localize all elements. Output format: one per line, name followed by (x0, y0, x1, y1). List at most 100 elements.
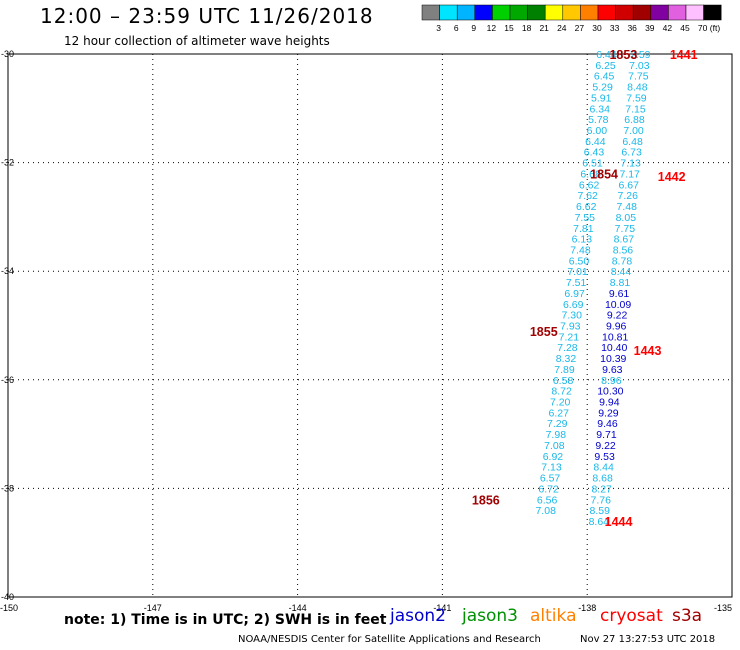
wave-height-label: 8.68 (592, 473, 613, 485)
y-tick-label: -40 (1, 592, 14, 602)
pass-time-label: 1853 (609, 48, 637, 62)
wave-height-label: 6.58 (553, 375, 574, 387)
footnote: note: 1) Time is in UTC; 2) SWH is in fe… (64, 612, 387, 628)
color-scale-label: 36 (627, 23, 637, 33)
color-scale-label: 18 (522, 23, 532, 33)
wave-height-label: 8.67 (614, 234, 635, 246)
wave-height-label: 9.61 (609, 288, 630, 300)
wave-height-label: 6.50 (569, 255, 590, 267)
wave-height-label: 9.46 (597, 418, 618, 430)
color-scale-swatch (562, 4, 581, 21)
wave-height-label: 7.03 (629, 60, 650, 72)
wave-height-label: 7.28 (557, 342, 578, 354)
wave-height-label: 8.81 (610, 277, 631, 289)
wave-height-label: 6.25 (595, 60, 616, 72)
wave-height-label: 7.62 (577, 190, 598, 202)
wave-height-label: 8.78 (612, 255, 633, 267)
legend-jason3: jason3 (462, 606, 518, 626)
wave-height-label: 6.00 (587, 125, 608, 137)
color-scale-label: 30 (592, 23, 602, 33)
x-tick-label: -141 (433, 603, 451, 613)
color-scale-swatch (615, 4, 634, 21)
color-scale-label: 12 (487, 23, 497, 33)
wave-height-label: 7.08 (544, 440, 565, 452)
wave-height-label: 5.29 (592, 82, 613, 94)
color-scale-swatch (456, 4, 476, 21)
legend-altika: altika (530, 606, 577, 626)
wave-height-label: 6.88 (624, 114, 645, 126)
chart-title: 12:00 – 23:59 UTC 11/26/2018 (40, 4, 374, 28)
color-scale-label: 39 (645, 23, 655, 33)
y-tick-label: -34 (1, 266, 14, 276)
color-scale-swatch (509, 4, 528, 21)
wave-height-label: 6.13 (572, 234, 593, 246)
color-scale-label: 3 (436, 23, 441, 33)
wave-height-label: 6.97 (564, 288, 585, 300)
y-tick-label: -36 (1, 375, 14, 385)
wave-height-label: 6.45 (594, 71, 615, 83)
wave-height-label: 7.29 (547, 418, 568, 430)
x-tick-label: -150 (0, 603, 18, 613)
wave-height-label: 8.59 (590, 505, 611, 517)
wave-height-label: 7.17 (619, 168, 640, 180)
wave-height-label: 7.20 (550, 397, 571, 409)
wave-height-label: 6.44 (585, 136, 606, 148)
legend-cryosat: cryosat (600, 606, 663, 626)
wave-height-label: 8.64 (589, 516, 610, 528)
wave-height-label: 8.44 (593, 462, 614, 474)
wave-height-label: 6.34 (590, 103, 611, 115)
y-tick-label: -38 (1, 483, 14, 493)
wave-height-label: 7.21 (559, 331, 580, 343)
legend-s3a: s3a (672, 606, 703, 626)
wave-height-label: 10.09 (605, 299, 631, 311)
color-scale-swatch (597, 4, 616, 21)
color-scale-swatch (685, 4, 704, 21)
wave-height-label: 6.69 (563, 299, 584, 311)
wave-height-label: 8.05 (616, 212, 637, 224)
timestamp-text: Nov 27 13:27:53 UTC 2018 (580, 634, 716, 645)
color-scale-swatch (421, 4, 440, 21)
wave-height-label: 7.55 (575, 212, 596, 224)
color-scale-swatch (544, 4, 564, 21)
wave-height-label: 6.44 (596, 49, 617, 61)
wave-height-label: 9.63 (602, 364, 623, 376)
wave-height-label: 8.32 (556, 353, 577, 365)
wave-height-label: 5.78 (588, 114, 609, 126)
wave-height-label: 9.71 (596, 429, 617, 441)
wave-height-label: 7.13 (541, 462, 562, 474)
wave-height-label: 8.56 (613, 244, 634, 256)
wave-height-label: 10.40 (601, 342, 627, 354)
wave-height-label: 7.89 (554, 364, 575, 376)
color-scale-label: 27 (575, 23, 585, 33)
wave-height-label: 7.08 (535, 505, 556, 517)
wave-height-label: 8.96 (601, 375, 622, 387)
plot-frame (7, 53, 733, 598)
wave-height-label: 6.92 (543, 451, 564, 463)
wave-height-label: 7.76 (590, 494, 611, 506)
color-scale-swatch (439, 4, 458, 21)
pass-time-label: 1444 (605, 515, 633, 529)
color-scale-swatch (474, 4, 493, 21)
wave-height-label: 7.75 (615, 223, 636, 235)
wave-height-label: 8.48 (627, 82, 648, 94)
chart-subtitle: 12 hour collection of altimeter wave hei… (64, 34, 330, 48)
wave-height-label: 9.22 (607, 310, 628, 322)
color-scale-label: 33 (610, 23, 620, 33)
wave-height-label: 6.72 (538, 483, 559, 495)
wave-height-label: 7.13 (620, 158, 641, 170)
wave-height-label: 7.26 (618, 190, 639, 202)
wave-height-label: 6.62 (576, 201, 597, 213)
wave-height-label: 6.27 (549, 407, 570, 419)
wave-height-label: 10.39 (600, 353, 626, 365)
credit-text: NOAA/NESDIS Center for Satellite Applica… (238, 634, 541, 645)
wave-height-label: 8.44 (611, 266, 632, 278)
wave-height-label: 6.68 (580, 168, 601, 180)
wave-height-label: 7.51 (566, 277, 587, 289)
wave-height-label: 7.15 (625, 103, 646, 115)
wave-height-label: 6.51 (582, 158, 603, 170)
color-scale-swatch (632, 4, 652, 21)
color-scale-label: 45 (680, 23, 690, 33)
wave-height-label: 7.30 (562, 310, 583, 322)
pass-time-label: 1854 (590, 167, 618, 181)
